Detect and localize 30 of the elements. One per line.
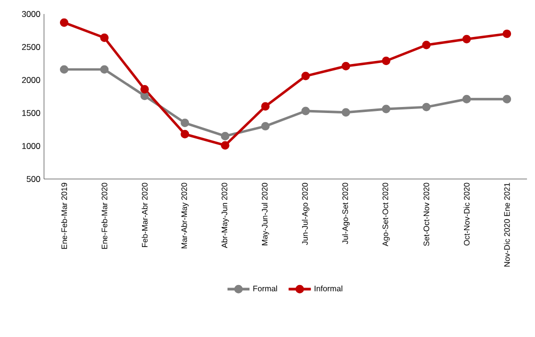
y-tick-label: 1500: [22, 110, 40, 116]
point: [502, 94, 512, 104]
point: [100, 34, 109, 42]
y-tick-label: 1000: [22, 143, 40, 149]
point: [261, 102, 270, 111]
y-tick-label: 500: [26, 176, 40, 182]
point: [180, 118, 190, 128]
point: [462, 34, 471, 44]
point: [261, 122, 270, 130]
point: [422, 40, 431, 50]
point: [140, 85, 149, 94]
point: [60, 65, 68, 74]
point: [382, 104, 390, 114]
point: [502, 30, 512, 38]
y-tick-label: 3000: [22, 11, 40, 17]
y-tick-label: 2500: [22, 44, 40, 50]
y-tick-label: 2000: [22, 77, 40, 83]
point: [60, 18, 68, 27]
point: [342, 108, 350, 117]
point: [462, 94, 471, 104]
point: [140, 92, 149, 100]
point: [220, 132, 230, 140]
point: [422, 102, 431, 112]
point: [180, 130, 190, 138]
point: [382, 56, 390, 66]
point: [301, 72, 310, 80]
point: [100, 65, 109, 74]
point: [220, 141, 230, 150]
point: [342, 62, 350, 70]
point: [301, 106, 310, 116]
